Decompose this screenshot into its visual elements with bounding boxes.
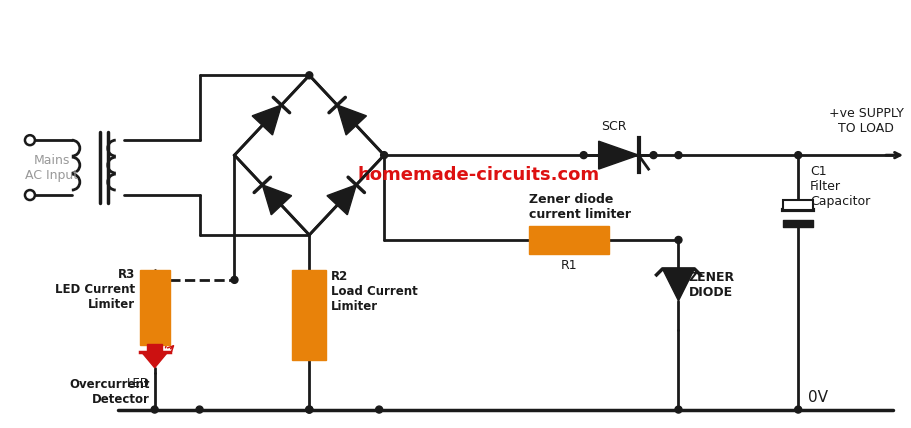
- Circle shape: [675, 152, 682, 159]
- Bar: [147, 344, 162, 352]
- Text: SCR: SCR: [601, 120, 627, 133]
- Circle shape: [151, 406, 159, 413]
- Circle shape: [306, 406, 312, 413]
- Polygon shape: [262, 185, 292, 215]
- Text: R2
Load Current
Limiter: R2 Load Current Limiter: [332, 270, 418, 313]
- Circle shape: [794, 152, 802, 159]
- Text: Overcurrent
Detector: Overcurrent Detector: [69, 377, 149, 406]
- Circle shape: [306, 406, 312, 413]
- Circle shape: [675, 406, 682, 413]
- Polygon shape: [599, 141, 639, 169]
- Circle shape: [580, 152, 588, 159]
- Bar: [528, 226, 609, 254]
- Text: Zener diode
current limiter: Zener diode current limiter: [528, 193, 630, 221]
- Polygon shape: [337, 105, 366, 135]
- Circle shape: [794, 406, 802, 413]
- Text: R3
LED Current
Limiter: R3 LED Current Limiter: [55, 268, 135, 311]
- Circle shape: [675, 236, 682, 244]
- Text: ZENER
DIODE: ZENER DIODE: [689, 271, 734, 299]
- Circle shape: [375, 406, 383, 413]
- Circle shape: [306, 72, 312, 79]
- Circle shape: [650, 152, 657, 159]
- Circle shape: [231, 276, 238, 283]
- Circle shape: [381, 152, 387, 159]
- Bar: [292, 270, 326, 360]
- Text: LED: LED: [127, 377, 149, 389]
- Text: homemade-circuits.com: homemade-circuits.com: [358, 166, 600, 184]
- Polygon shape: [142, 352, 168, 368]
- Bar: [783, 200, 814, 210]
- Circle shape: [196, 406, 203, 413]
- Text: C1
Filter
Capacitor: C1 Filter Capacitor: [810, 165, 870, 208]
- Polygon shape: [252, 105, 281, 135]
- Text: Mains
AC Input: Mains AC Input: [26, 154, 78, 181]
- Polygon shape: [327, 185, 356, 215]
- Text: 0V: 0V: [808, 389, 828, 404]
- Text: R1: R1: [560, 259, 577, 272]
- Text: +ve SUPPLY
TO LOAD: +ve SUPPLY TO LOAD: [829, 107, 904, 135]
- Bar: [139, 270, 169, 345]
- Polygon shape: [662, 269, 694, 301]
